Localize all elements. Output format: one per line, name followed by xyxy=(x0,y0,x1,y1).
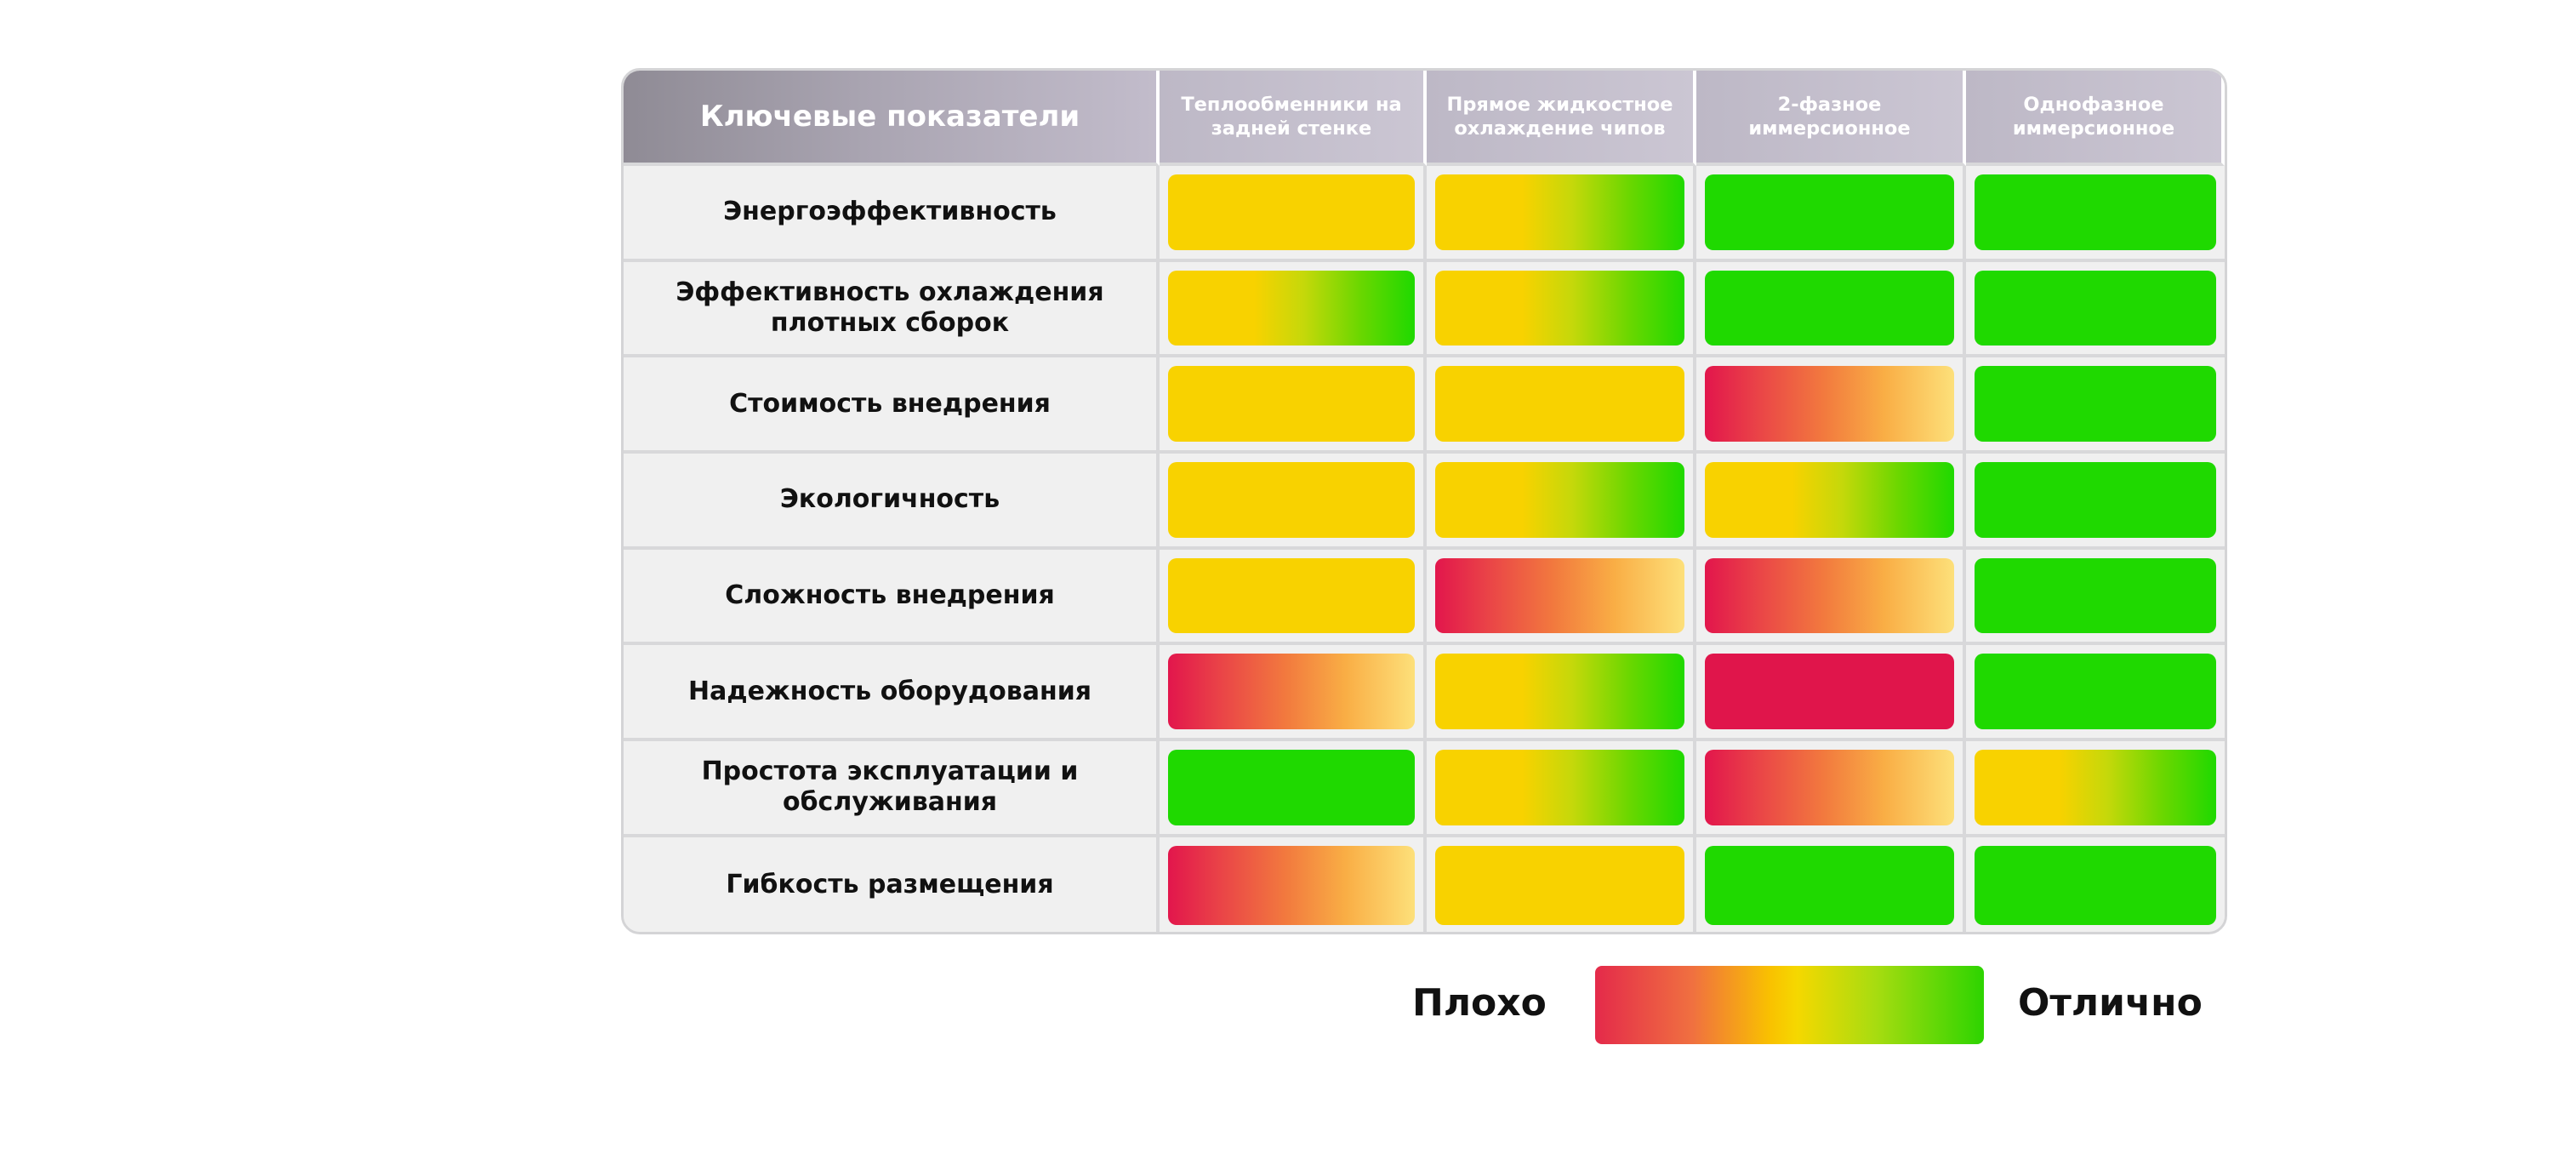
rating-swatch-yellow-green xyxy=(1975,750,2216,825)
rating-swatch-red-yellow xyxy=(1705,366,1954,443)
rating-cell xyxy=(1160,261,1427,358)
row-label: Простота эксплуатации и обслуживания xyxy=(624,741,1160,837)
rating-swatch-green xyxy=(1705,845,1954,925)
rating-swatch-yellow-green xyxy=(1435,654,1684,730)
legend-low-label: Плохо xyxy=(1412,981,1547,1025)
rating-swatch-green xyxy=(1705,174,1954,250)
rating-cell xyxy=(1427,741,1696,837)
rating-cell xyxy=(1696,549,1966,646)
rating-cell xyxy=(1966,357,2225,454)
rating-cell xyxy=(1966,261,2225,358)
comparison-table: Ключевые показатели Теплообменники на зад… xyxy=(621,68,2227,934)
rating-swatch-red-yellow xyxy=(1705,750,1954,825)
rating-cell xyxy=(1966,741,2225,837)
rating-cell xyxy=(1160,549,1427,646)
rating-swatch-red xyxy=(1705,654,1954,730)
rating-cell xyxy=(1966,645,2225,742)
rating-cell xyxy=(1427,357,1696,454)
legend-gradient-bar xyxy=(1595,966,1984,1044)
rating-swatch-green xyxy=(1975,462,2216,538)
rating-cell xyxy=(1696,645,1966,742)
rating-swatch-green xyxy=(1975,557,2216,634)
rating-swatch-yellow-green xyxy=(1168,270,1415,346)
rating-swatch-yellow-green xyxy=(1435,750,1684,825)
rating-cell xyxy=(1427,166,1696,262)
rating-cell xyxy=(1427,261,1696,358)
column-header: 2-фазное иммерсионное xyxy=(1696,71,1966,166)
rating-swatch-yellow-green xyxy=(1435,270,1684,346)
rating-swatch-red-yellow xyxy=(1168,654,1415,730)
rating-cell xyxy=(1160,166,1427,262)
row-label: Гибкость размещения xyxy=(624,837,1160,932)
rating-swatch-green xyxy=(1168,750,1415,825)
rating-swatch-yellow xyxy=(1168,462,1415,538)
row-label: Стоимость внедрения xyxy=(624,357,1160,454)
rating-cell xyxy=(1696,261,1966,358)
rating-cell xyxy=(1966,837,2225,932)
rating-cell xyxy=(1427,454,1696,550)
rating-swatch-red-yellow xyxy=(1435,557,1684,634)
rating-cell xyxy=(1696,454,1966,550)
rating-cell xyxy=(1427,645,1696,742)
legend-high-label: Отлично xyxy=(2018,981,2203,1025)
row-label: Эффективность охлаждения плотных сборок xyxy=(624,261,1160,358)
column-header: Прямое жидкостное охлаждение чипов xyxy=(1427,71,1696,166)
rating-swatch-green xyxy=(1705,270,1954,346)
rating-cell xyxy=(1160,645,1427,742)
rating-swatch-green xyxy=(1975,654,2216,730)
rating-cell xyxy=(1696,166,1966,262)
rating-cell xyxy=(1966,454,2225,550)
rating-swatch-yellow-green xyxy=(1435,174,1684,250)
rating-cell xyxy=(1696,357,1966,454)
rating-swatch-yellow xyxy=(1435,366,1684,443)
column-header: Однофазное иммерсионное xyxy=(1966,71,2225,166)
rating-swatch-red-yellow xyxy=(1705,557,1954,634)
rating-cell xyxy=(1160,357,1427,454)
rating-cell xyxy=(1427,837,1696,932)
header-key-indicators: Ключевые показатели xyxy=(624,71,1160,166)
row-label: Надежность оборудования xyxy=(624,645,1160,742)
row-label: Сложность внедрения xyxy=(624,549,1160,646)
rating-cell xyxy=(1696,837,1966,932)
rating-swatch-yellow-green xyxy=(1705,462,1954,538)
rating-cell xyxy=(1160,454,1427,550)
rating-swatch-yellow xyxy=(1168,174,1415,250)
rating-swatch-green xyxy=(1975,366,2216,443)
rating-swatch-green xyxy=(1975,174,2216,250)
rating-swatch-yellow xyxy=(1168,366,1415,443)
rating-swatch-green xyxy=(1975,270,2216,346)
row-label: Энергоэффективность xyxy=(624,166,1160,262)
rating-swatch-green xyxy=(1975,845,2216,925)
row-label: Экологичность xyxy=(624,454,1160,550)
rating-swatch-yellow xyxy=(1168,557,1415,634)
rating-swatch-yellow-green xyxy=(1435,462,1684,538)
rating-cell xyxy=(1696,741,1966,837)
rating-cell xyxy=(1160,741,1427,837)
rating-cell xyxy=(1966,166,2225,262)
rating-cell xyxy=(1427,549,1696,646)
rating-cell xyxy=(1160,837,1427,932)
legend: Плохо Отлично xyxy=(1412,966,2229,1047)
rating-cell xyxy=(1966,549,2225,646)
rating-swatch-red-yellow xyxy=(1168,845,1415,925)
column-header: Теплообменники на задней стенке xyxy=(1160,71,1427,166)
rating-swatch-yellow xyxy=(1435,845,1684,925)
